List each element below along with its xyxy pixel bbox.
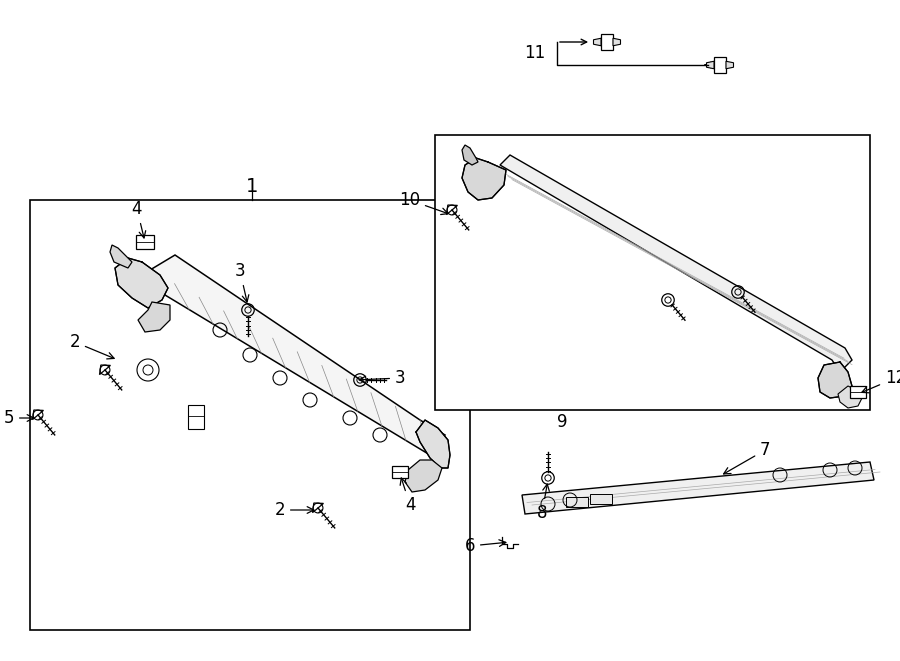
Text: 4: 4	[400, 478, 415, 514]
Polygon shape	[446, 205, 457, 215]
Polygon shape	[32, 410, 43, 420]
Polygon shape	[838, 386, 862, 408]
Text: 3: 3	[235, 262, 248, 302]
Text: 12: 12	[862, 369, 900, 393]
Bar	[566, 497, 588, 507]
Polygon shape	[714, 57, 726, 73]
Text: 1: 1	[246, 176, 258, 196]
Bar	[136, 235, 154, 249]
Bar	[392, 466, 408, 478]
Polygon shape	[601, 34, 613, 50]
Text: 2: 2	[69, 333, 114, 359]
Text: 3: 3	[359, 369, 406, 387]
Text: 6: 6	[464, 537, 506, 555]
Bar	[435, 135, 870, 410]
Bar	[30, 200, 470, 630]
Polygon shape	[462, 145, 478, 165]
Polygon shape	[405, 460, 442, 492]
Polygon shape	[522, 462, 874, 514]
Text: 7: 7	[724, 441, 770, 474]
Text: 11: 11	[524, 44, 545, 62]
Text: 5: 5	[4, 409, 34, 427]
Polygon shape	[138, 302, 170, 332]
Text: 8: 8	[536, 484, 549, 522]
Bar	[850, 386, 866, 398]
Polygon shape	[110, 245, 132, 268]
Polygon shape	[150, 255, 445, 455]
Text: 2: 2	[274, 501, 314, 519]
Text: 4: 4	[131, 200, 146, 238]
Polygon shape	[462, 158, 506, 200]
Polygon shape	[706, 61, 714, 69]
Polygon shape	[726, 61, 734, 69]
Polygon shape	[818, 362, 852, 398]
Polygon shape	[593, 38, 601, 46]
Polygon shape	[416, 420, 450, 468]
Text: 10: 10	[399, 191, 448, 215]
Text: 9: 9	[557, 413, 567, 431]
Bar	[188, 405, 204, 429]
Bar	[590, 494, 612, 504]
Polygon shape	[613, 38, 620, 46]
Polygon shape	[312, 503, 323, 512]
Polygon shape	[115, 258, 168, 308]
Polygon shape	[100, 365, 111, 375]
Polygon shape	[500, 155, 852, 372]
